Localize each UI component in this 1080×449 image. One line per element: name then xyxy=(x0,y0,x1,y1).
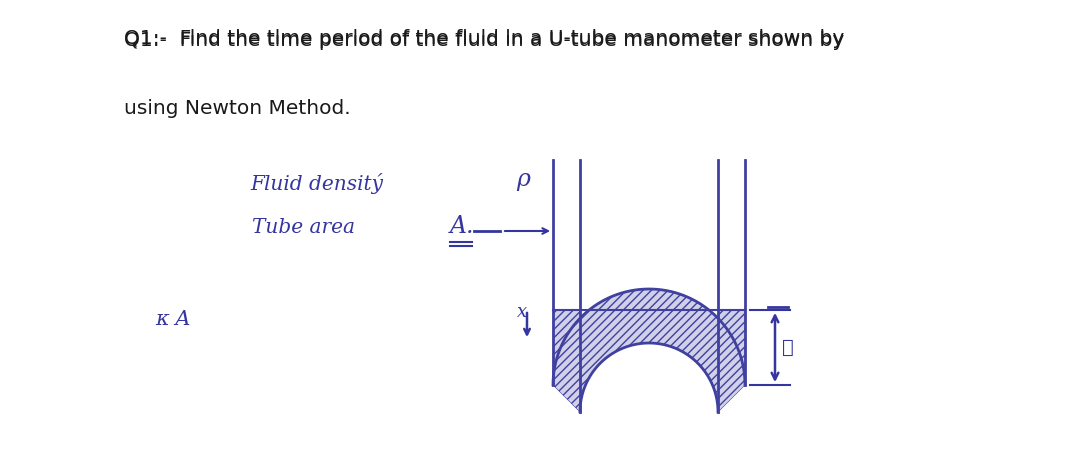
Text: ρ: ρ xyxy=(516,168,530,191)
Text: A.: A. xyxy=(450,215,474,238)
Polygon shape xyxy=(553,289,745,412)
Text: κ A: κ A xyxy=(156,310,190,329)
Text: Q1:-  Find the time period of the fluid in a U-tube manometer shown by: Q1:- Find the time period of the fluid i… xyxy=(124,31,845,50)
Text: x: x xyxy=(517,303,527,321)
Text: using Newton Method.: using Newton Method. xyxy=(124,99,351,118)
Text: Q1:-  Find the time period of the fluid in a U-tube manometer shown by: Q1:- Find the time period of the fluid i… xyxy=(124,29,845,48)
Text: Tube area: Tube area xyxy=(252,218,355,237)
Text: ℓ: ℓ xyxy=(782,339,794,357)
Polygon shape xyxy=(553,310,580,412)
Text: Fluid densitý: Fluid densitý xyxy=(249,173,383,194)
Polygon shape xyxy=(718,310,745,412)
